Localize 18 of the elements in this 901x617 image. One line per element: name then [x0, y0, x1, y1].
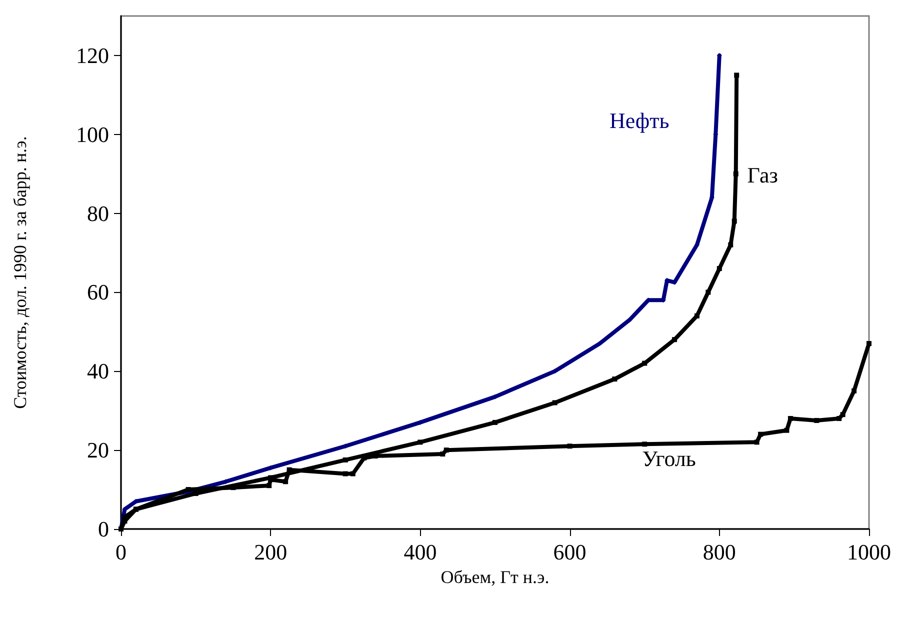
series-label: Газ: [747, 162, 778, 188]
x-tick-label: 1000: [847, 540, 891, 564]
y-axis-title: Стоимость, дол. 1990 г. за барр. н.э.: [10, 136, 30, 409]
x-tick-label: 600: [553, 540, 586, 564]
y-tick-label: 60: [87, 280, 109, 305]
y-tick-label: 100: [76, 122, 109, 147]
y-tick-label: 120: [76, 42, 109, 68]
y-tick-label: 0: [98, 516, 109, 542]
series-label: Уголь: [642, 446, 696, 472]
x-axis-title: Объем, Гт н.э.: [440, 566, 550, 587]
y-tick-label: 20: [87, 438, 109, 463]
x-tick-label: 400: [404, 540, 437, 564]
x-tick-label: 0: [116, 540, 126, 564]
x-tick-label: 200: [254, 540, 288, 564]
y-tick-label: 80: [87, 200, 109, 226]
x-tick-label: 800: [702, 540, 736, 564]
y-tick-label: 40: [87, 358, 109, 384]
series-label: Нефть: [609, 108, 670, 133]
